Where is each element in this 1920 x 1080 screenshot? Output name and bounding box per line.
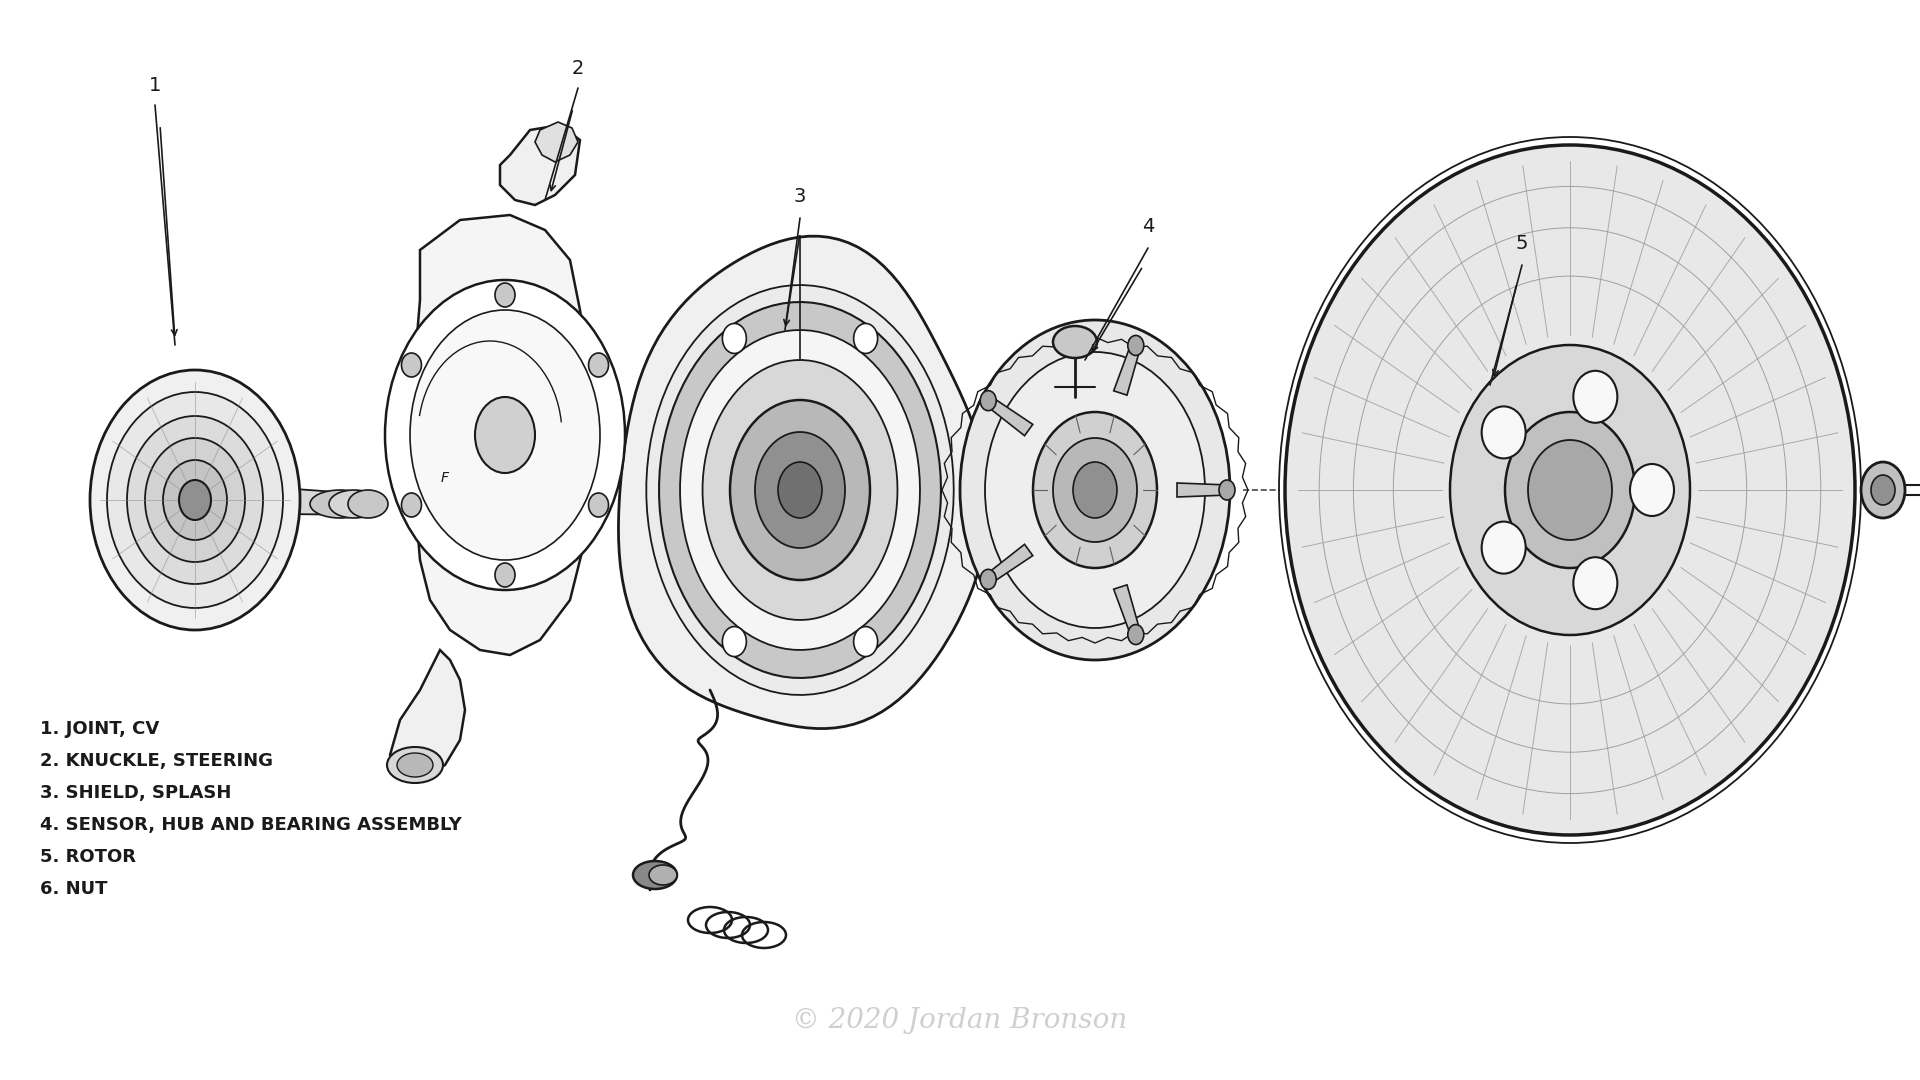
- Text: 3: 3: [793, 187, 806, 206]
- Polygon shape: [647, 285, 954, 694]
- Text: 2. KNUCKLE, STEERING: 2. KNUCKLE, STEERING: [40, 752, 273, 770]
- Ellipse shape: [1630, 464, 1674, 516]
- Ellipse shape: [985, 352, 1206, 627]
- Ellipse shape: [1073, 462, 1117, 518]
- Ellipse shape: [1572, 370, 1617, 422]
- Text: F: F: [442, 471, 449, 485]
- Ellipse shape: [778, 462, 822, 518]
- Text: 4. SENSOR, HUB AND BEARING ASSEMBLY: 4. SENSOR, HUB AND BEARING ASSEMBLY: [40, 816, 461, 834]
- Polygon shape: [680, 330, 920, 650]
- Text: 1: 1: [150, 76, 161, 95]
- Ellipse shape: [401, 492, 422, 517]
- Ellipse shape: [981, 569, 996, 590]
- Ellipse shape: [401, 353, 422, 377]
- Ellipse shape: [1870, 475, 1895, 505]
- Ellipse shape: [309, 490, 371, 518]
- Ellipse shape: [1505, 411, 1636, 568]
- Ellipse shape: [1482, 522, 1526, 573]
- Ellipse shape: [589, 492, 609, 517]
- Ellipse shape: [1219, 480, 1235, 500]
- Polygon shape: [1177, 483, 1229, 497]
- Text: 5: 5: [1515, 234, 1528, 253]
- Ellipse shape: [1052, 438, 1137, 542]
- Text: 1. JOINT, CV: 1. JOINT, CV: [40, 720, 159, 738]
- Ellipse shape: [722, 323, 747, 353]
- Polygon shape: [390, 650, 465, 780]
- Ellipse shape: [146, 438, 246, 562]
- Polygon shape: [1114, 342, 1140, 395]
- Polygon shape: [983, 395, 1033, 435]
- Ellipse shape: [649, 865, 678, 885]
- Ellipse shape: [981, 391, 996, 410]
- Ellipse shape: [730, 400, 870, 580]
- Ellipse shape: [1482, 406, 1526, 458]
- Ellipse shape: [722, 626, 747, 657]
- Ellipse shape: [1127, 336, 1144, 355]
- Ellipse shape: [328, 490, 378, 518]
- Ellipse shape: [1572, 557, 1617, 609]
- Ellipse shape: [589, 353, 609, 377]
- Ellipse shape: [755, 432, 845, 548]
- Text: 3. SHIELD, SPLASH: 3. SHIELD, SPLASH: [40, 784, 232, 802]
- Ellipse shape: [474, 397, 536, 473]
- Ellipse shape: [1127, 624, 1144, 645]
- Polygon shape: [983, 544, 1033, 584]
- Polygon shape: [499, 125, 580, 205]
- Polygon shape: [536, 122, 578, 162]
- Ellipse shape: [1033, 411, 1158, 568]
- Ellipse shape: [634, 861, 678, 889]
- Ellipse shape: [108, 392, 282, 608]
- Ellipse shape: [854, 323, 877, 353]
- Ellipse shape: [179, 480, 211, 519]
- Ellipse shape: [386, 280, 626, 590]
- Text: © 2020 Jordan Bronson: © 2020 Jordan Bronson: [793, 1007, 1127, 1034]
- Text: 5. ROTOR: 5. ROTOR: [40, 848, 136, 866]
- Ellipse shape: [127, 416, 263, 584]
- Ellipse shape: [90, 370, 300, 630]
- Ellipse shape: [397, 753, 434, 777]
- Text: 4: 4: [1142, 217, 1154, 237]
- Ellipse shape: [495, 283, 515, 307]
- Ellipse shape: [1284, 145, 1855, 835]
- Ellipse shape: [388, 747, 444, 783]
- Text: 2: 2: [572, 59, 584, 78]
- Ellipse shape: [854, 626, 877, 657]
- Polygon shape: [703, 360, 897, 620]
- Polygon shape: [618, 237, 989, 729]
- Ellipse shape: [1528, 440, 1613, 540]
- Ellipse shape: [411, 310, 599, 561]
- Ellipse shape: [348, 490, 388, 518]
- Ellipse shape: [1052, 326, 1096, 357]
- Ellipse shape: [1450, 345, 1690, 635]
- Polygon shape: [659, 302, 941, 678]
- Ellipse shape: [163, 460, 227, 540]
- Polygon shape: [280, 488, 380, 515]
- Ellipse shape: [960, 320, 1231, 660]
- Ellipse shape: [1860, 462, 1905, 518]
- Text: 6. NUT: 6. NUT: [40, 880, 108, 897]
- Polygon shape: [415, 215, 589, 654]
- Ellipse shape: [495, 563, 515, 588]
- Polygon shape: [1114, 585, 1140, 638]
